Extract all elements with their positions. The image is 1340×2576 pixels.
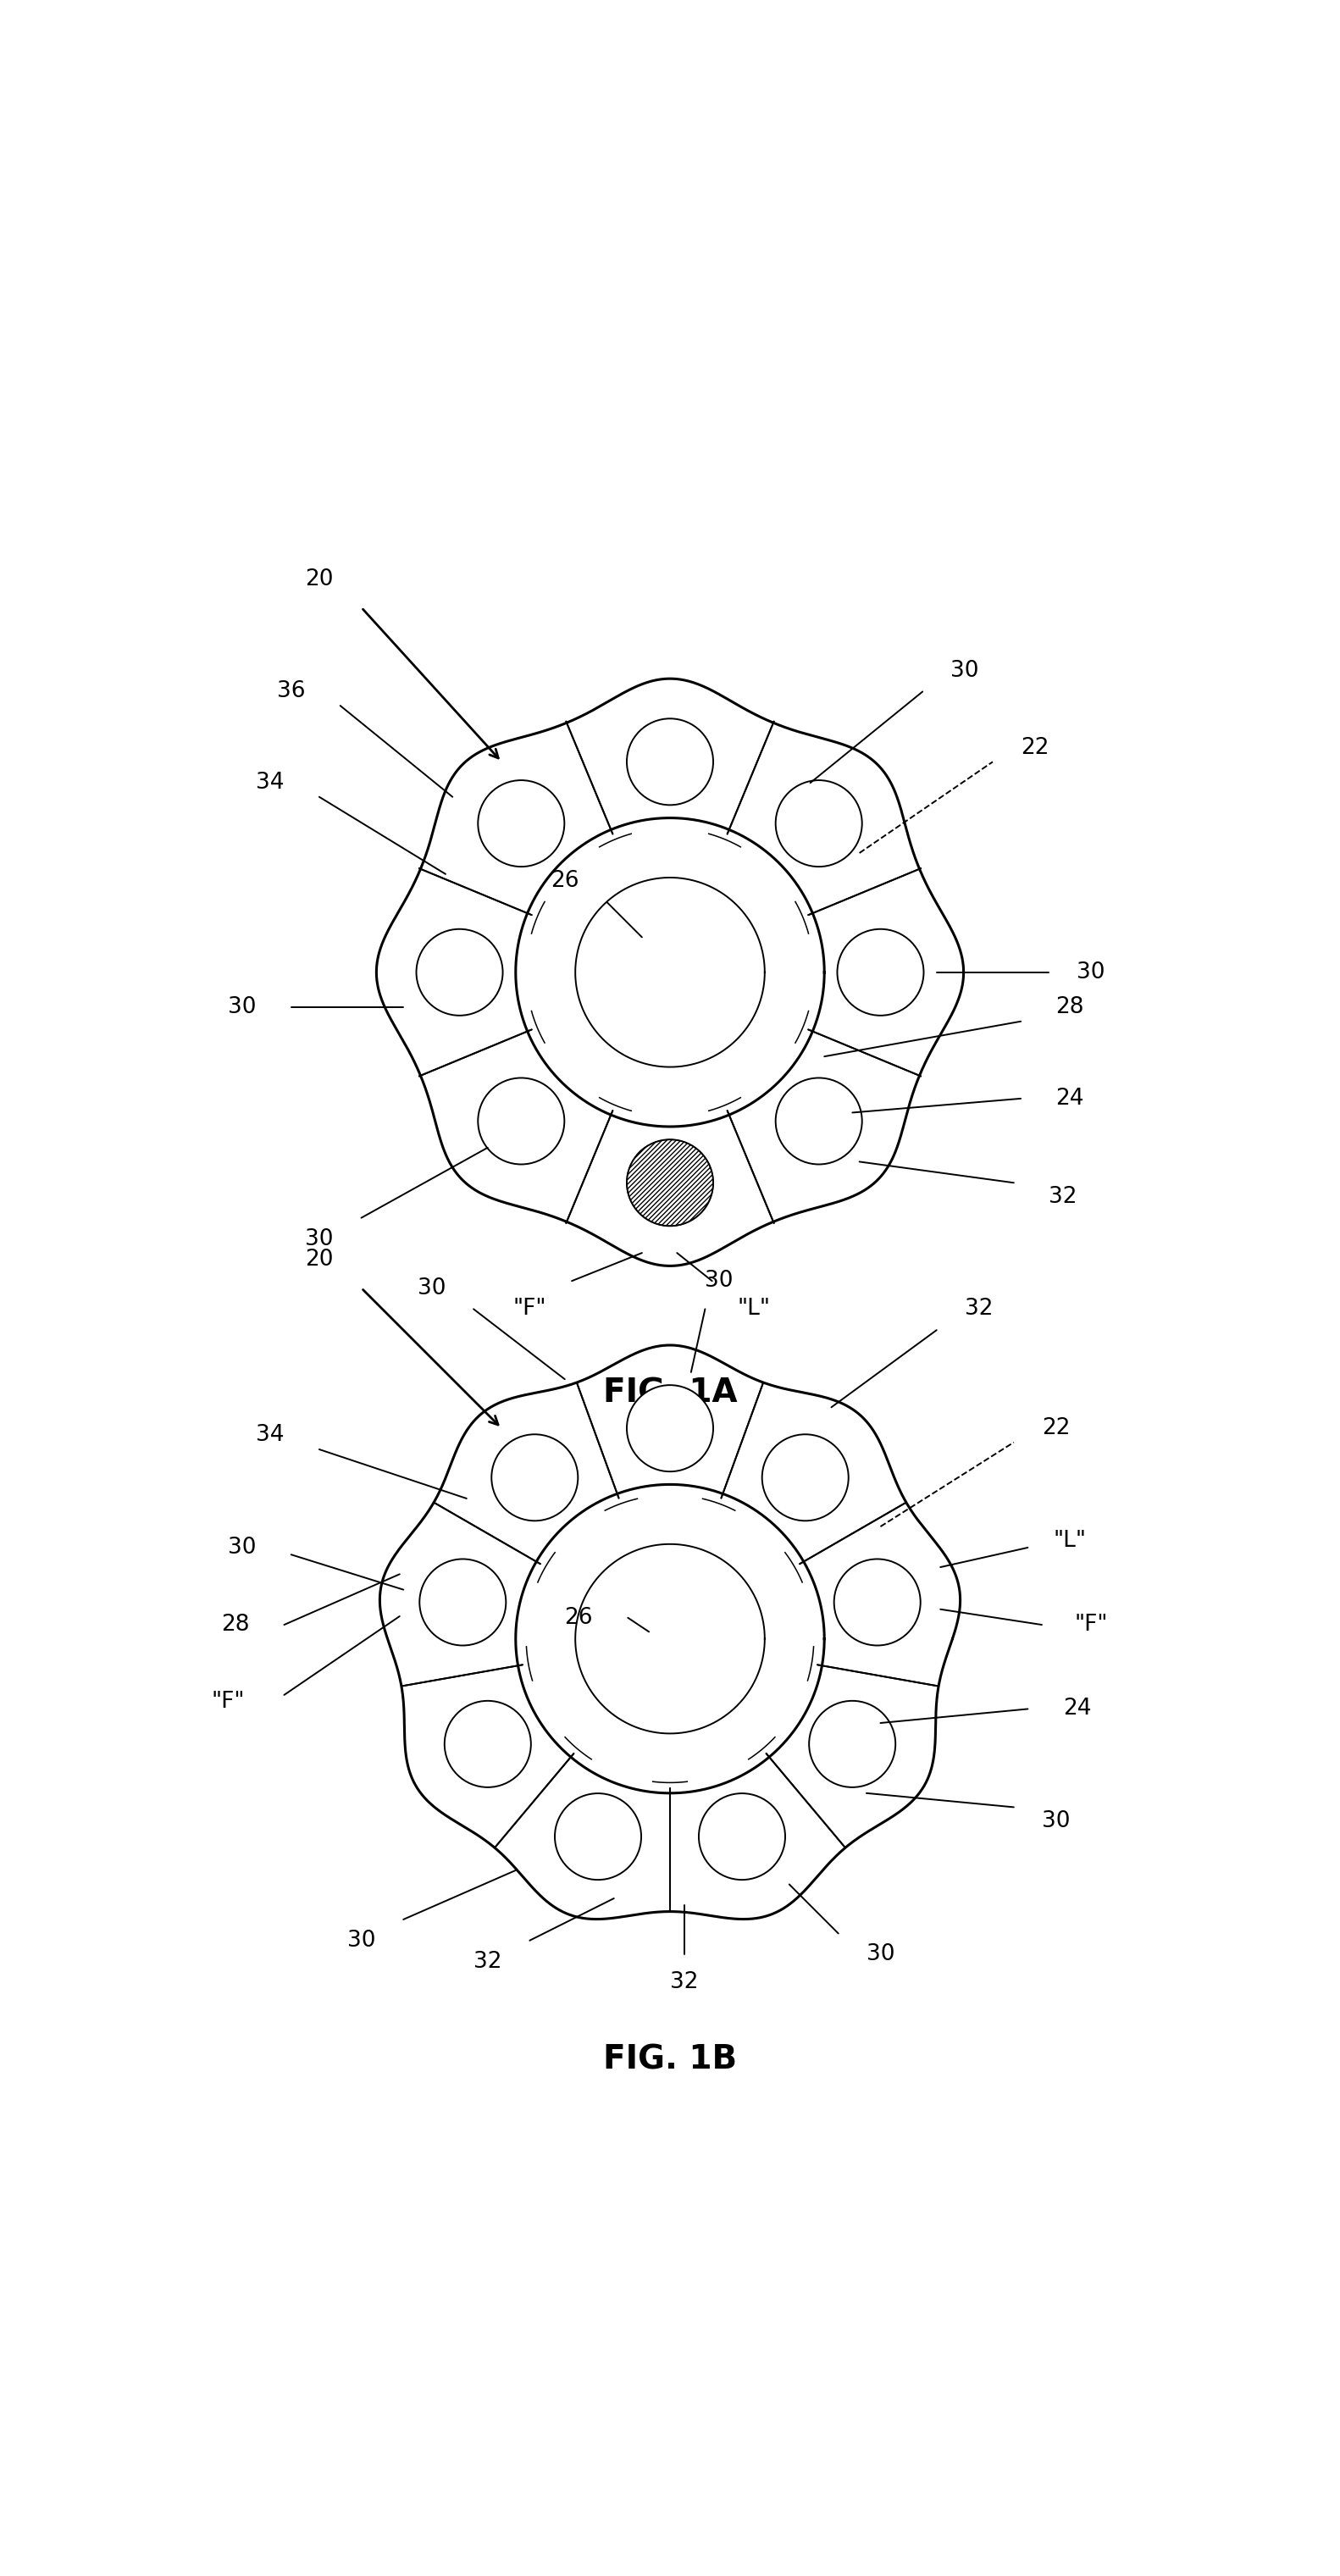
Text: 32: 32	[473, 1950, 501, 1973]
Circle shape	[762, 1435, 848, 1520]
Text: 30: 30	[228, 997, 256, 1018]
Text: "L": "L"	[1053, 1530, 1087, 1551]
Text: 30: 30	[228, 1535, 256, 1558]
Text: 24: 24	[1063, 1698, 1091, 1721]
Text: "F": "F"	[1075, 1613, 1108, 1636]
Circle shape	[492, 1435, 578, 1520]
Circle shape	[776, 1077, 862, 1164]
Text: 24: 24	[1056, 1087, 1084, 1110]
Text: 30: 30	[1041, 1811, 1071, 1832]
Text: 34: 34	[256, 773, 284, 793]
Circle shape	[833, 1558, 921, 1646]
Circle shape	[627, 1386, 713, 1471]
Text: FIG. 1A: FIG. 1A	[603, 1378, 737, 1409]
Text: 32: 32	[1049, 1185, 1077, 1208]
Text: FIG. 1B: FIG. 1B	[603, 2043, 737, 2076]
Circle shape	[627, 719, 713, 806]
Text: 28: 28	[221, 1613, 249, 1636]
Text: 32: 32	[965, 1298, 993, 1319]
Circle shape	[478, 1077, 564, 1164]
Text: 22: 22	[1041, 1417, 1071, 1440]
Circle shape	[838, 930, 923, 1015]
Text: 28: 28	[1056, 997, 1084, 1018]
Text: 20: 20	[306, 569, 334, 590]
Circle shape	[776, 781, 862, 866]
Circle shape	[419, 1558, 507, 1646]
Circle shape	[698, 1793, 785, 1880]
Text: "F": "F"	[513, 1298, 547, 1319]
Text: 26: 26	[551, 871, 579, 891]
Circle shape	[809, 1700, 895, 1788]
Text: 22: 22	[1021, 737, 1049, 760]
Circle shape	[445, 1700, 531, 1788]
Text: 34: 34	[256, 1425, 284, 1445]
Circle shape	[478, 781, 564, 866]
Circle shape	[555, 1793, 642, 1880]
Circle shape	[417, 930, 502, 1015]
Text: 20: 20	[306, 1249, 334, 1270]
Text: "L": "L"	[737, 1298, 770, 1319]
Text: 36: 36	[277, 680, 306, 703]
Text: 32: 32	[670, 1971, 698, 1994]
Text: 30: 30	[1077, 961, 1105, 984]
Text: "F": "F"	[212, 1690, 245, 1713]
Text: 30: 30	[950, 659, 978, 683]
Text: 26: 26	[564, 1607, 594, 1628]
Text: 30: 30	[866, 1942, 895, 1965]
Text: 30: 30	[705, 1270, 733, 1293]
Circle shape	[627, 1139, 713, 1226]
Text: 30: 30	[347, 1929, 375, 1953]
Text: 30: 30	[306, 1229, 334, 1249]
Text: 30: 30	[417, 1278, 446, 1298]
